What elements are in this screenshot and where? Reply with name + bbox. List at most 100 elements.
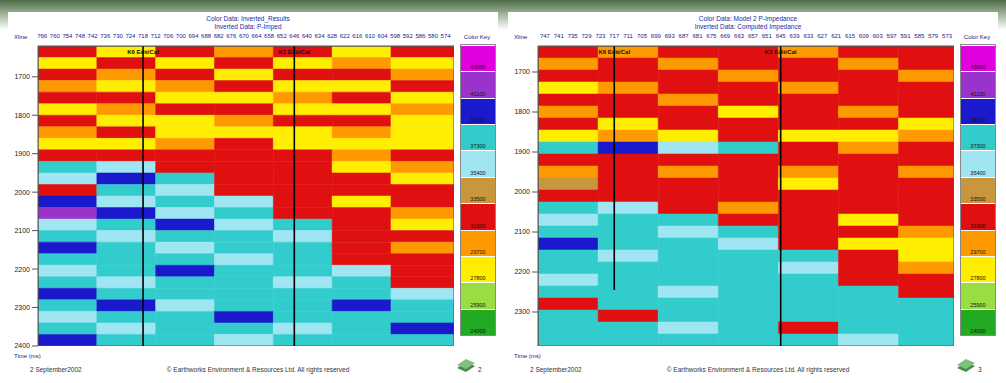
svg-text:2100: 2100 (514, 228, 530, 235)
svg-text:603: 603 (873, 33, 884, 39)
svg-text:615: 615 (845, 33, 856, 39)
html-text:43000: 43000 (470, 64, 486, 71)
svg-text:736: 736 (100, 33, 111, 39)
svg-text:742: 742 (88, 33, 99, 39)
svg-text:735: 735 (568, 33, 579, 39)
html-text:Inverted Data: P-Imped: Inverted Data: P-Imped (214, 23, 282, 30)
svg-text:687: 687 (679, 33, 690, 39)
svg-text:664: 664 (251, 33, 262, 39)
svg-text:633: 633 (803, 33, 814, 39)
svg-text:2300: 2300 (514, 308, 530, 315)
svg-text:645: 645 (776, 33, 787, 39)
svg-text:591: 591 (900, 33, 911, 39)
svg-text:627: 627 (817, 33, 828, 39)
svg-text:670: 670 (239, 33, 250, 39)
svg-text:573: 573 (942, 33, 953, 39)
svg-text:2400: 2400 (14, 342, 30, 349)
svg-text:658: 658 (264, 33, 275, 39)
html-text:35400: 35400 (470, 169, 486, 176)
svg-text:K1 Edit/Cal: K1 Edit/Cal (765, 49, 797, 55)
html-text:27800: 27800 (970, 275, 986, 282)
html-text:31600: 31600 (470, 222, 486, 229)
svg-text:688: 688 (201, 33, 212, 39)
svg-text:675: 675 (706, 33, 717, 39)
svg-text:628: 628 (327, 33, 338, 39)
svg-text:723: 723 (595, 33, 606, 39)
svg-text:663: 663 (734, 33, 745, 39)
html-text:37300: 37300 (470, 143, 486, 150)
svg-text:609: 609 (859, 33, 870, 39)
svg-text:K6 Edit/Cal: K6 Edit/Cal (127, 49, 159, 55)
svg-text:621: 621 (831, 33, 842, 39)
svg-text:634: 634 (315, 33, 326, 39)
svg-text:585: 585 (914, 33, 925, 39)
svg-text:2300: 2300 (14, 304, 30, 311)
svg-text:1800: 1800 (14, 112, 30, 119)
svg-text:622: 622 (340, 33, 351, 39)
svg-text:K6 Edit/Cal: K6 Edit/Cal (598, 49, 630, 55)
svg-text:699: 699 (651, 33, 662, 39)
html-text:Color Data: Inverted_Results: Color Data: Inverted_Results (206, 15, 290, 22)
svg-text:2100: 2100 (14, 227, 30, 234)
svg-text:652: 652 (277, 33, 288, 39)
html-text:Color Data: Model 2 P-Impedanc: Color Data: Model 2 P-Impedance (698, 15, 798, 22)
svg-text:597: 597 (887, 33, 898, 39)
svg-text:741: 741 (554, 33, 565, 39)
html-text:41100: 41100 (470, 90, 486, 97)
svg-text:657: 657 (748, 33, 759, 39)
html-text:2 September2002: 2 September2002 (30, 366, 82, 373)
html-text:Inverted Data: Computed Impeda: Inverted Data: Computed Impedance (694, 23, 802, 30)
svg-text:2000: 2000 (14, 189, 30, 196)
svg-text:706: 706 (163, 33, 174, 39)
svg-text:730: 730 (113, 33, 124, 39)
svg-text:718: 718 (138, 33, 149, 39)
svg-text:705: 705 (637, 33, 648, 39)
svg-text:K1 Edit/Cal: K1 Edit/Cal (278, 49, 310, 55)
svg-text:748: 748 (75, 33, 86, 39)
html-text:27800: 27800 (470, 275, 486, 282)
svg-text:754: 754 (62, 33, 73, 39)
svg-text:682: 682 (214, 33, 225, 39)
svg-text:640: 640 (302, 33, 313, 39)
svg-text:747: 747 (540, 33, 551, 39)
svg-text:1700: 1700 (514, 68, 530, 75)
svg-text:574: 574 (441, 33, 452, 39)
svg-text:700: 700 (176, 33, 187, 39)
svg-text:669: 669 (720, 33, 731, 39)
svg-text:1800: 1800 (514, 108, 530, 115)
svg-text:693: 693 (665, 33, 676, 39)
html-text:29700: 29700 (470, 248, 486, 255)
svg-text:1700: 1700 (14, 73, 30, 80)
html-text:33500: 33500 (470, 196, 486, 203)
html-text:25900: 25900 (470, 301, 486, 308)
svg-text:681: 681 (692, 33, 703, 39)
svg-text:592: 592 (403, 33, 414, 39)
svg-text:579: 579 (928, 33, 939, 39)
svg-text:717: 717 (609, 33, 620, 39)
svg-text:2200: 2200 (14, 266, 30, 273)
svg-text:711: 711 (623, 33, 633, 39)
svg-text:1900: 1900 (514, 148, 530, 155)
svg-text:580: 580 (428, 33, 439, 39)
svg-text:646: 646 (289, 33, 300, 39)
svg-text:639: 639 (790, 33, 801, 39)
html-text:39200: 39200 (470, 117, 486, 124)
svg-text:676: 676 (226, 33, 237, 39)
svg-text:2000: 2000 (514, 188, 530, 195)
svg-text:586: 586 (415, 33, 426, 39)
html-text:25900: 25900 (970, 301, 986, 308)
svg-text:766: 766 (37, 33, 48, 39)
svg-text:724: 724 (125, 33, 136, 39)
html-text:© Earthworks Environment & Res: © Earthworks Environment & Resources Ltd… (166, 366, 350, 373)
svg-text:760: 760 (50, 33, 61, 39)
svg-text:604: 604 (378, 33, 389, 39)
svg-text:2200: 2200 (514, 268, 530, 275)
svg-text:651: 651 (762, 33, 773, 39)
svg-text:694: 694 (188, 33, 199, 39)
svg-text:598: 598 (390, 33, 401, 39)
svg-text:1900: 1900 (14, 150, 30, 157)
svg-text:712: 712 (151, 33, 162, 39)
svg-text:729: 729 (582, 33, 593, 39)
svg-text:610: 610 (365, 33, 376, 39)
svg-text:616: 616 (352, 33, 363, 39)
